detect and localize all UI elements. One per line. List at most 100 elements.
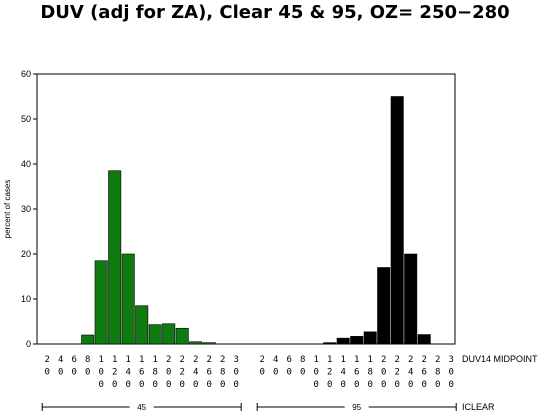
- x-tick-label-95-260: 2: [421, 355, 426, 365]
- x-tick-label-45-140: 4: [125, 368, 130, 378]
- x-tick-label-95-260: 6: [421, 368, 426, 378]
- y-tick-label: 40: [21, 159, 31, 169]
- x-tick-label-45-120: 2: [112, 368, 117, 378]
- bar-45-220: [175, 327, 189, 345]
- x-tick-label-45-100: 0: [98, 380, 103, 390]
- y-tick-label: 20: [21, 249, 31, 259]
- x-tick-label-45-280: 2: [220, 355, 225, 365]
- x-tick-label-95-180: 8: [367, 368, 372, 378]
- x-tick-label-95-120: 0: [327, 380, 332, 390]
- x-tick-label-95-60: 0: [286, 368, 291, 378]
- x-tick-label-95-240: 4: [408, 368, 413, 378]
- x-tick-label-45-180: 8: [152, 368, 157, 378]
- x-tick-label-45-160: 1: [139, 355, 144, 365]
- bar-95-140: [336, 337, 350, 345]
- x-tick-label-45-280: 8: [220, 368, 225, 378]
- x-tick-label-45-260: 6: [206, 368, 211, 378]
- bar-95-200: [377, 267, 391, 345]
- x-tick-label-95-300: 0: [448, 380, 453, 390]
- x-tick-label-95-280: 2: [435, 355, 440, 365]
- x-tick-label-45-200: 0: [166, 380, 171, 390]
- bar-45-100: [94, 260, 108, 345]
- x-tick-label-95-180: 0: [367, 380, 372, 390]
- x-tick-label-95-100: 1: [313, 355, 318, 365]
- y-tick-label: 0: [26, 339, 31, 349]
- x-tick-label-95-160: 0: [354, 380, 359, 390]
- x-tick-label-45-160: 0: [139, 380, 144, 390]
- x-tick-label-45-60: 0: [71, 368, 76, 378]
- bar-95-220: [390, 96, 404, 345]
- bar-45-260: [202, 342, 216, 345]
- x-tick-label-45-200: 2: [166, 355, 171, 365]
- bar-45-80: [81, 334, 95, 345]
- x-tick-label-45-100: 1: [98, 355, 103, 365]
- x-axis-label: DUV14 MIDPOINT: [462, 354, 538, 364]
- x-tick-label-95-180: 1: [367, 355, 372, 365]
- x-tick-label-95-160: 6: [354, 368, 359, 378]
- x-tick-label-45-180: 0: [152, 380, 157, 390]
- y-tick-label: 10: [21, 294, 31, 304]
- x-tick-label-45-40: 0: [58, 368, 63, 378]
- y-tick-label: 60: [21, 69, 31, 79]
- x-tick-label-95-200: 0: [381, 380, 386, 390]
- x-tick-label-95-160: 1: [354, 355, 359, 365]
- chart-title: DUV (adj for ZA), Clear 45 & 95, OZ= 250…: [40, 2, 510, 23]
- x-tick-label-95-80: 0: [300, 368, 305, 378]
- x-tick-label-45-160: 6: [139, 368, 144, 378]
- x-tick-label-95-220: 2: [394, 355, 399, 365]
- x-tick-label-45-240: 2: [193, 355, 198, 365]
- x-tick-label-95-100: 0: [313, 368, 318, 378]
- x-tick-label-45-200: 0: [166, 368, 171, 378]
- x-tick-label-95-200: 0: [381, 368, 386, 378]
- x-tick-label-95-280: 0: [435, 380, 440, 390]
- x-tick-label-45-240: 4: [193, 368, 198, 378]
- bar-95-180: [363, 331, 377, 345]
- x-tick-label-95-300: 0: [448, 368, 453, 378]
- group-axis-label: ICLEAR: [462, 402, 495, 412]
- x-tick-label-95-200: 2: [381, 355, 386, 365]
- x-tick-label-95-300: 3: [448, 355, 453, 365]
- x-tick-label-45-100: 0: [98, 368, 103, 378]
- x-tick-label-95-220: 0: [394, 380, 399, 390]
- x-tick-label-45-60: 6: [71, 355, 76, 365]
- x-tick-label-95-260: 0: [421, 380, 426, 390]
- x-tick-label-45-120: 0: [112, 380, 117, 390]
- bar-45-140: [121, 253, 135, 345]
- x-tick-label-45-220: 0: [179, 380, 184, 390]
- bar-45-160: [135, 305, 149, 345]
- x-tick-label-45-80: 8: [85, 355, 90, 365]
- x-tick-label-95-140: 4: [340, 368, 345, 378]
- bar-45-120: [108, 170, 122, 345]
- x-tick-label-95-60: 6: [286, 355, 291, 365]
- x-tick-label-45-140: 0: [125, 380, 130, 390]
- x-tick-label-45-220: 2: [179, 368, 184, 378]
- x-tick-label-45-220: 2: [179, 355, 184, 365]
- x-tick-label-45-20: 2: [44, 355, 49, 365]
- x-tick-label-95-140: 1: [340, 355, 345, 365]
- x-tick-label-45-260: 0: [206, 380, 211, 390]
- group-label-95: 95: [352, 403, 361, 412]
- x-tick-label-45-300: 0: [233, 368, 238, 378]
- group-label-45: 45: [137, 403, 146, 412]
- x-tick-label-95-240: 0: [408, 380, 413, 390]
- x-tick-label-95-20: 0: [259, 368, 264, 378]
- x-tick-label-45-240: 0: [193, 380, 198, 390]
- bar-45-240: [189, 341, 203, 345]
- y-axis-label: percent of cases: [3, 180, 12, 239]
- x-tick-label-45-260: 2: [206, 355, 211, 365]
- x-tick-label-95-220: 2: [394, 368, 399, 378]
- x-tick-label-45-180: 1: [152, 355, 157, 365]
- bar-95-240: [404, 253, 418, 345]
- x-tick-label-95-240: 2: [408, 355, 413, 365]
- y-tick-label: 30: [21, 204, 31, 214]
- x-tick-label-95-40: 4: [273, 355, 278, 365]
- x-tick-label-95-280: 8: [435, 368, 440, 378]
- bar-95-160: [350, 336, 364, 345]
- bar-95-260: [417, 334, 431, 345]
- x-tick-label-95-100: 0: [313, 380, 318, 390]
- x-tick-label-45-140: 1: [125, 355, 130, 365]
- x-tick-label-45-300: 0: [233, 380, 238, 390]
- x-tick-label-95-40: 0: [273, 368, 278, 378]
- x-tick-label-95-20: 2: [259, 355, 264, 365]
